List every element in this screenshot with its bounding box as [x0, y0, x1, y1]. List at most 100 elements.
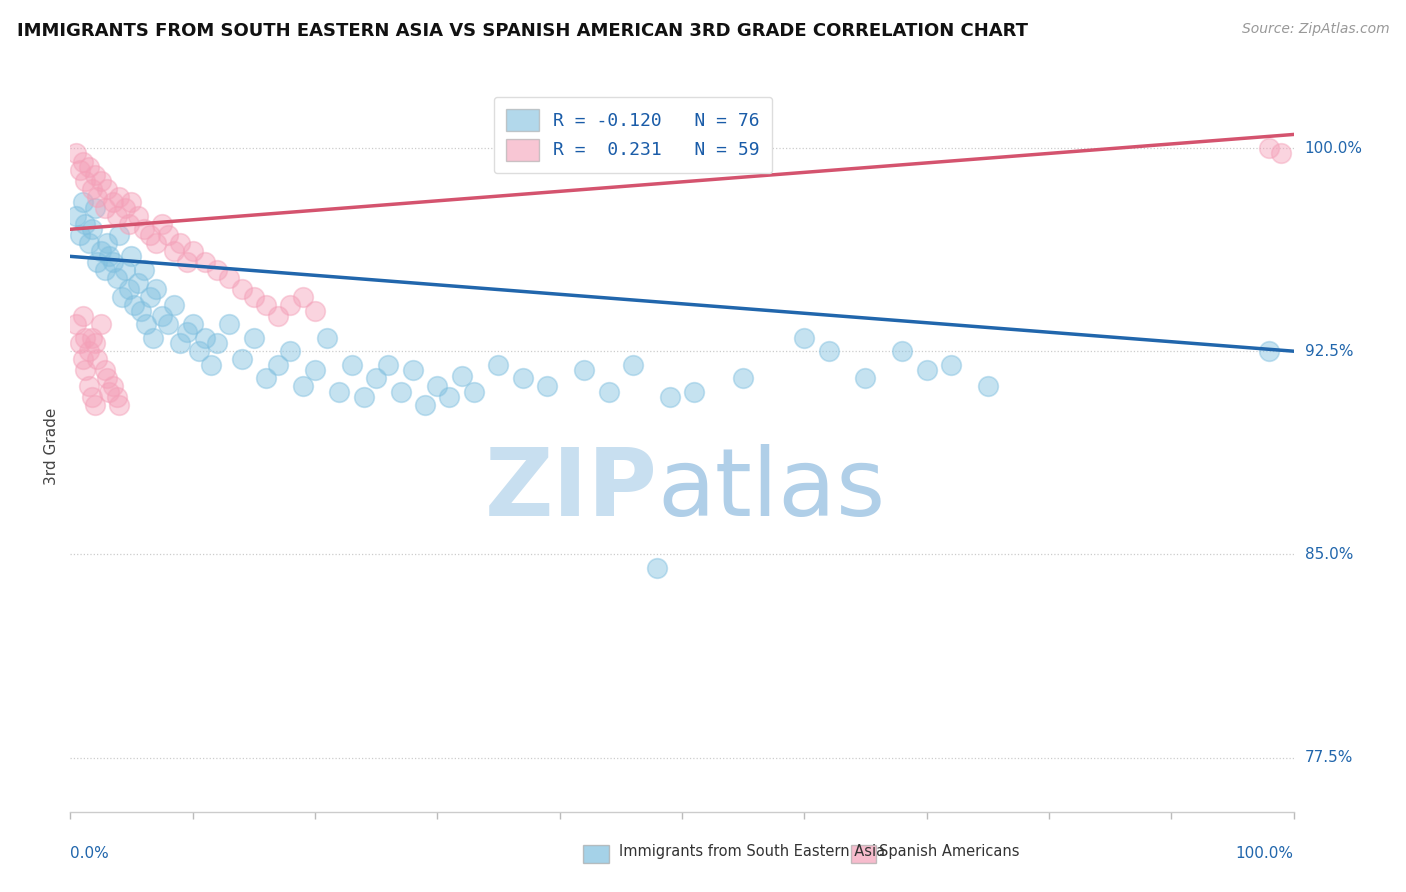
Point [304, 303, 326, 318]
Point [93, 363, 115, 377]
Point [101, 195, 124, 210]
Point [891, 344, 914, 359]
Point [77, 235, 100, 250]
Point [187, 344, 209, 359]
Point [93, 263, 115, 277]
Point [205, 263, 228, 277]
Point [65, 317, 87, 331]
Point [139, 227, 162, 242]
Point [77, 160, 100, 174]
Point [132, 263, 155, 277]
Point [194, 254, 217, 268]
Point [169, 336, 191, 351]
Point [254, 298, 277, 312]
Point [439, 390, 461, 404]
Point [69, 336, 91, 351]
Point [1270, 146, 1292, 161]
Point [536, 379, 558, 393]
Point [111, 290, 134, 304]
Point [733, 371, 755, 385]
Point [73, 331, 96, 345]
Point [142, 331, 165, 345]
Point [150, 309, 173, 323]
Point [163, 298, 186, 312]
Text: 85.0%: 85.0% [1305, 547, 1353, 562]
Point [108, 398, 131, 412]
Text: 92.5%: 92.5% [1305, 343, 1353, 359]
Point [150, 217, 173, 231]
Point [82, 222, 104, 236]
Point [413, 398, 436, 412]
Point [176, 254, 198, 268]
Point [291, 290, 314, 304]
Point [243, 331, 266, 345]
Point [254, 371, 277, 385]
Point [73, 173, 96, 187]
Point [304, 363, 326, 377]
Text: Immigrants from South Eastern Asia: Immigrants from South Eastern Asia [619, 845, 884, 859]
Point [402, 363, 425, 377]
Point [83, 398, 105, 412]
Point [157, 227, 180, 242]
Point [72, 195, 94, 210]
Point [366, 371, 388, 385]
Point [488, 358, 510, 372]
Y-axis label: 3rd Grade: 3rd Grade [44, 408, 59, 484]
Point [512, 371, 534, 385]
Point [69, 227, 91, 242]
Point [194, 331, 217, 345]
Point [181, 317, 204, 331]
Point [90, 317, 112, 331]
Point [127, 209, 149, 223]
Point [118, 217, 141, 231]
Point [200, 358, 222, 372]
Point [280, 298, 302, 312]
Point [90, 244, 112, 258]
Point [114, 201, 136, 215]
Point [98, 249, 121, 263]
Point [105, 390, 128, 404]
Point [139, 290, 162, 304]
Point [72, 154, 94, 169]
Point [328, 384, 350, 399]
Point [65, 209, 87, 223]
Point [114, 263, 136, 277]
Text: IMMIGRANTS FROM SOUTH EASTERN ASIA VS SPANISH AMERICAN 3RD GRADE CORRELATION CHA: IMMIGRANTS FROM SOUTH EASTERN ASIA VS SP… [17, 22, 1028, 40]
Point [108, 190, 131, 204]
Point [73, 363, 96, 377]
Point [939, 358, 962, 372]
Point [82, 331, 104, 345]
Point [121, 195, 143, 210]
Point [86, 352, 108, 367]
Point [86, 254, 108, 268]
Point [218, 317, 240, 331]
Point [163, 244, 186, 258]
Point [377, 358, 399, 372]
Point [101, 379, 124, 393]
Point [96, 235, 118, 250]
Point [96, 181, 118, 195]
Point [129, 303, 152, 318]
Point [73, 217, 96, 231]
Point [98, 384, 121, 399]
Point [122, 298, 145, 312]
Text: atlas: atlas [658, 444, 886, 536]
Point [90, 173, 112, 187]
Point [463, 384, 485, 399]
Point [83, 336, 105, 351]
Point [169, 235, 191, 250]
Point [450, 368, 472, 383]
Text: 77.5%: 77.5% [1305, 750, 1353, 765]
Point [647, 561, 669, 575]
Point [1258, 344, 1281, 359]
Point [83, 201, 105, 215]
Point [132, 222, 155, 236]
Point [572, 363, 595, 377]
Point [69, 162, 91, 177]
Point [353, 390, 375, 404]
Point [101, 254, 124, 268]
Point [72, 352, 94, 367]
Point [83, 168, 105, 182]
Text: 100.0%: 100.0% [1305, 141, 1362, 155]
Point [108, 227, 131, 242]
